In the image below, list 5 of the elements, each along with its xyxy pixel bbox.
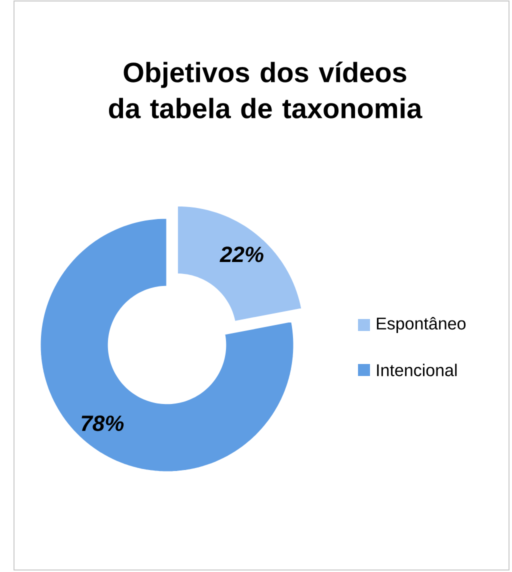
data-label: 22% — [220, 246, 264, 262]
legend-label: Espontâneo — [376, 317, 466, 333]
chart-title: Objetivos dos vídeos da tabela de taxonomia — [108, 62, 422, 118]
legend-label: Intencional — [377, 364, 457, 376]
data-label: 78% — [82, 416, 124, 432]
